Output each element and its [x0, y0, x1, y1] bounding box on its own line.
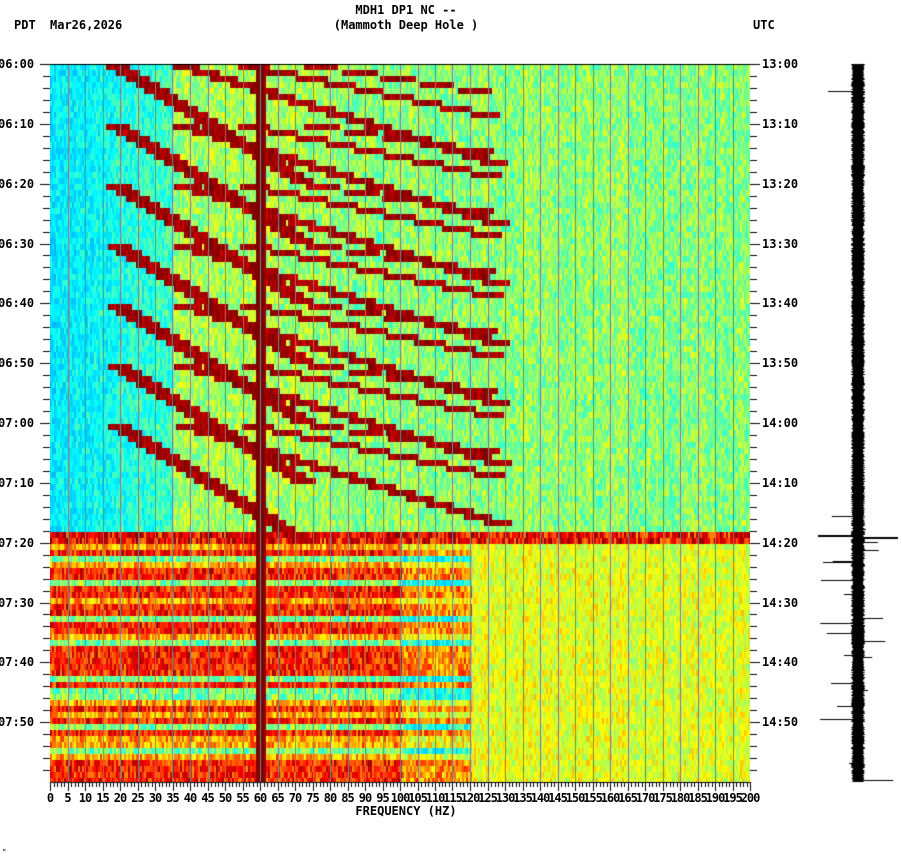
x-tick-label: 150	[565, 791, 586, 805]
x-tick-label: 200	[740, 791, 761, 805]
y-tick-label-right: 13:10	[762, 116, 799, 131]
x-tick-label: 190	[705, 791, 726, 805]
y-tick-label-right: 14:10	[762, 475, 799, 490]
x-tick-label: 160	[600, 791, 621, 805]
y-tick-label-left: 06:20	[0, 176, 35, 191]
y-tick-label-right: 13:30	[762, 236, 799, 251]
x-tick-label: 145	[548, 791, 568, 805]
y-tick-label-left: 06:10	[0, 116, 35, 131]
y-tick-label-right: 13:20	[762, 176, 799, 191]
x-tick-label: 35	[166, 791, 179, 805]
y-tick-label-right: 13:00	[762, 57, 799, 71]
x-tick-label: 45	[201, 791, 214, 805]
y-tick-label-right: 14:00	[762, 416, 799, 430]
x-tick-label: 175	[653, 791, 673, 805]
corner-mark: ᴹ	[2, 848, 7, 856]
x-tick-label: 185	[688, 791, 708, 805]
y-tick-label-left: 06:50	[0, 356, 35, 371]
y-tick-label-right: 14:20	[762, 535, 799, 550]
y-tick-label-right: 14:50	[762, 715, 799, 730]
y-tick-label-right: 13:40	[762, 296, 799, 311]
x-tick-label: 105	[408, 791, 428, 805]
x-tick-label: 60	[253, 791, 267, 805]
y-tick-label-right: 13:50	[762, 356, 799, 371]
x-tick-label: 80	[323, 791, 337, 805]
y-tick-label-left: 07:30	[0, 595, 35, 610]
x-tick-label: 125	[478, 791, 498, 805]
x-tick-label: 5	[64, 791, 71, 805]
x-tick-label: 110	[425, 791, 446, 805]
x-tick-label: 180	[670, 791, 691, 805]
x-tick-label: 85	[341, 791, 354, 805]
x-tick-label: 40	[183, 791, 197, 805]
x-tick-label: 170	[635, 791, 656, 805]
seismogram-trace	[815, 60, 900, 785]
x-tick-label: 140	[530, 791, 551, 805]
x-tick-label: 115	[443, 791, 463, 805]
x-tick-label: 50	[218, 791, 232, 805]
x-tick-label: 10	[78, 791, 92, 805]
x-tick-label: 155	[583, 791, 603, 805]
x-tick-label: 75	[306, 791, 319, 805]
x-tick-label: 130	[495, 791, 516, 805]
x-axis-title: FREQUENCY (HZ)	[355, 804, 457, 818]
x-tick-label: 30	[148, 791, 162, 805]
x-tick-label: 90	[358, 791, 372, 805]
x-tick-label: 65	[271, 791, 284, 805]
x-tick-label: 70	[288, 791, 302, 805]
x-tick-label: 20	[113, 791, 127, 805]
x-tick-label: 25	[131, 791, 144, 805]
y-tick-label-left: 07:00	[0, 416, 35, 430]
y-tick-label-left: 07:10	[0, 475, 35, 490]
x-tick-label: 0	[46, 791, 54, 805]
y-tick-label-left: 07:40	[0, 655, 35, 670]
x-tick-label: 100	[390, 791, 411, 805]
y-tick-label-left: 06:40	[0, 296, 35, 311]
y-tick-label-left: 07:50	[0, 715, 35, 730]
y-tick-label-left: 06:00	[0, 57, 35, 71]
x-tick-label: 55	[236, 791, 249, 805]
x-tick-label: 195	[723, 791, 743, 805]
y-tick-label-left: 06:30	[0, 236, 35, 251]
x-tick-label: 165	[618, 791, 638, 805]
x-tick-label: 135	[513, 791, 533, 805]
y-tick-label-right: 14:30	[762, 595, 799, 610]
y-tick-label-left: 07:20	[0, 535, 35, 550]
y-tick-label-right: 14:40	[762, 655, 799, 670]
x-tick-label: 95	[376, 791, 389, 805]
x-tick-label: 15	[96, 791, 109, 805]
x-tick-label: 120	[460, 791, 481, 805]
